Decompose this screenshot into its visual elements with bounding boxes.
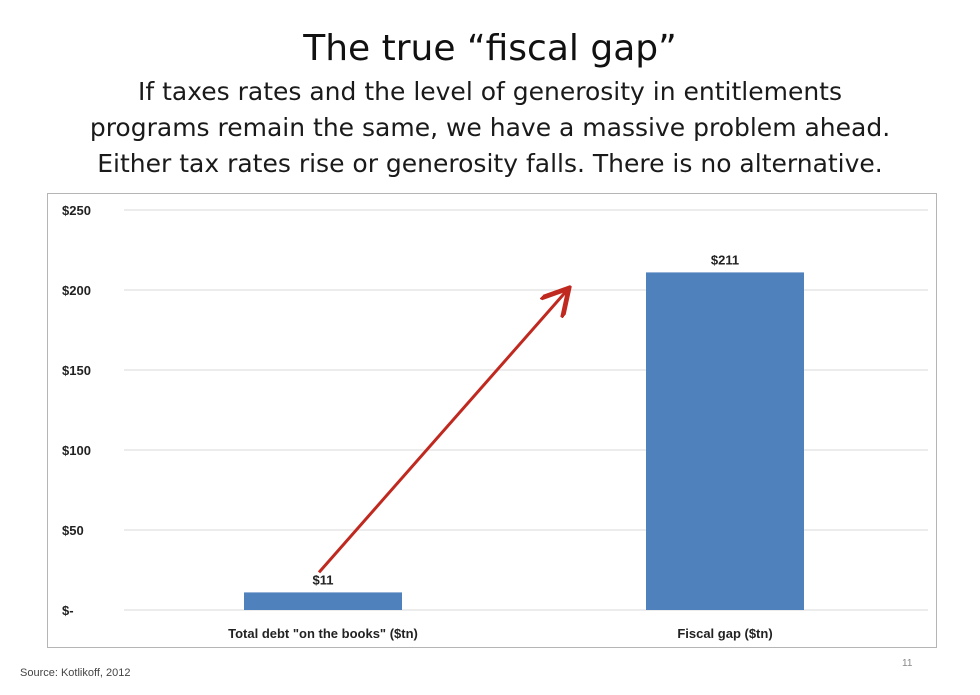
subtitle-line-1: If taxes rates and the level of generosi… [137,77,843,106]
x-category-label: Fiscal gap ($tn) [677,626,772,641]
slide-subtitle: If taxes rates and the level of generosi… [20,74,960,182]
y-tick-label: $200 [62,283,91,298]
data-label: $11 [313,572,334,587]
y-tick-label: $- [62,603,74,618]
annotation-arrow [317,290,567,574]
x-category-label: Total debt "on the books" ($tn) [228,626,418,641]
chart-frame: $- $50 $100 $150 $200 $250 $11 Total debt "on t… [47,193,937,648]
page-number: 11 [902,658,913,669]
y-tick-label: $250 [62,203,91,218]
slide-title: The true “fiscal gap” [303,28,677,69]
subtitle-line-3: Either tax rates rise or generosity fall… [97,149,883,178]
data-label: $211 [711,252,739,267]
bar [244,592,402,610]
y-tick-label: $100 [62,443,91,458]
source-note: Source: Kotlikoff, 2012 [20,667,131,679]
bar-chart: $- $50 $100 $150 $200 $250 $11 Total debt "on t… [62,203,928,641]
y-tick-label: $150 [62,363,91,378]
bar [646,272,804,610]
y-tick-label: $50 [62,523,84,538]
subtitle-line-2: programs remain the same, we have a mass… [89,113,891,142]
